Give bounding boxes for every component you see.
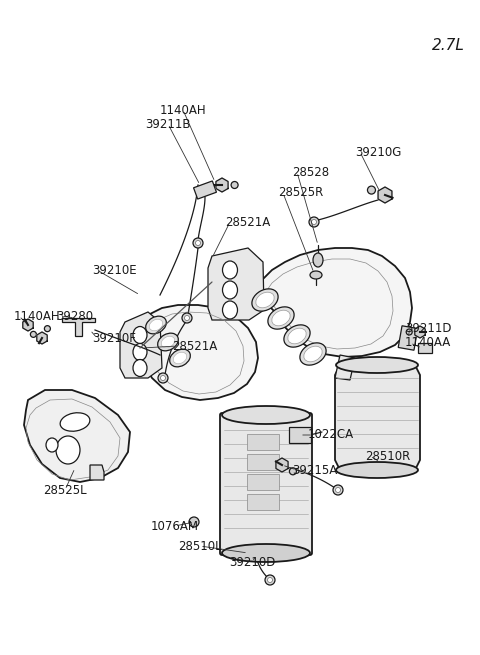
- Polygon shape: [398, 326, 418, 350]
- Circle shape: [289, 468, 297, 475]
- Ellipse shape: [288, 328, 306, 344]
- Polygon shape: [335, 355, 355, 380]
- Ellipse shape: [268, 307, 294, 329]
- Ellipse shape: [313, 253, 323, 267]
- Text: 39211D: 39211D: [405, 322, 452, 335]
- Circle shape: [312, 219, 316, 225]
- Circle shape: [184, 316, 190, 320]
- Text: 39210G: 39210G: [355, 145, 401, 159]
- Polygon shape: [255, 248, 412, 357]
- Ellipse shape: [149, 319, 163, 331]
- Ellipse shape: [145, 316, 167, 334]
- Text: 39210F: 39210F: [92, 331, 136, 345]
- Polygon shape: [24, 390, 130, 482]
- Circle shape: [158, 373, 168, 383]
- Text: 1140AH: 1140AH: [160, 103, 206, 117]
- Circle shape: [160, 375, 166, 381]
- Circle shape: [336, 487, 340, 493]
- Circle shape: [189, 517, 199, 527]
- Polygon shape: [23, 319, 33, 331]
- Polygon shape: [120, 312, 162, 378]
- FancyBboxPatch shape: [220, 413, 312, 555]
- Polygon shape: [37, 332, 47, 344]
- Ellipse shape: [223, 281, 238, 299]
- Text: 28528: 28528: [292, 166, 329, 179]
- Text: 2.7L: 2.7L: [432, 38, 465, 53]
- Circle shape: [44, 326, 50, 331]
- FancyBboxPatch shape: [247, 454, 279, 470]
- Circle shape: [30, 331, 36, 337]
- Ellipse shape: [56, 436, 80, 464]
- Ellipse shape: [173, 352, 187, 364]
- Text: 39210E: 39210E: [92, 263, 137, 276]
- Circle shape: [333, 485, 343, 495]
- Ellipse shape: [133, 326, 147, 343]
- Text: 28510R: 28510R: [365, 449, 410, 462]
- Ellipse shape: [133, 360, 147, 377]
- Circle shape: [193, 238, 203, 248]
- Polygon shape: [415, 326, 425, 338]
- FancyBboxPatch shape: [247, 434, 279, 450]
- Polygon shape: [335, 365, 420, 470]
- Text: 1022CA: 1022CA: [308, 428, 354, 441]
- Text: 39215A: 39215A: [292, 464, 337, 476]
- Text: 28525L: 28525L: [43, 483, 87, 496]
- Ellipse shape: [133, 343, 147, 360]
- Ellipse shape: [161, 336, 175, 348]
- Text: 1140AA: 1140AA: [405, 337, 451, 350]
- Ellipse shape: [310, 271, 322, 279]
- Ellipse shape: [304, 346, 322, 362]
- Ellipse shape: [336, 357, 418, 373]
- Text: 28525R: 28525R: [278, 187, 323, 200]
- Ellipse shape: [272, 310, 290, 326]
- Text: 28521A: 28521A: [172, 339, 217, 352]
- Polygon shape: [289, 427, 311, 443]
- Ellipse shape: [222, 406, 310, 424]
- Polygon shape: [193, 181, 216, 199]
- Ellipse shape: [169, 349, 191, 367]
- Text: 28521A: 28521A: [225, 215, 270, 229]
- Ellipse shape: [46, 438, 58, 452]
- Ellipse shape: [336, 462, 418, 478]
- Circle shape: [309, 217, 319, 227]
- Circle shape: [368, 186, 375, 194]
- Polygon shape: [208, 248, 264, 320]
- Circle shape: [195, 240, 201, 246]
- Polygon shape: [90, 465, 104, 480]
- Text: 1076AM: 1076AM: [151, 519, 199, 533]
- Ellipse shape: [157, 333, 179, 351]
- Text: 39210D: 39210D: [229, 555, 275, 569]
- Ellipse shape: [222, 544, 310, 562]
- Circle shape: [406, 329, 412, 335]
- Text: 39280: 39280: [56, 310, 93, 322]
- FancyBboxPatch shape: [247, 494, 279, 510]
- Circle shape: [265, 575, 275, 585]
- Ellipse shape: [60, 413, 90, 431]
- Ellipse shape: [300, 343, 326, 365]
- Polygon shape: [418, 343, 432, 353]
- Text: 28510L: 28510L: [178, 540, 222, 553]
- Ellipse shape: [223, 301, 238, 319]
- Ellipse shape: [223, 261, 238, 279]
- Text: 39211B: 39211B: [145, 117, 191, 130]
- Polygon shape: [216, 178, 228, 192]
- Polygon shape: [141, 305, 258, 400]
- Ellipse shape: [252, 289, 278, 311]
- Ellipse shape: [256, 292, 274, 308]
- FancyBboxPatch shape: [247, 474, 279, 490]
- Polygon shape: [378, 187, 392, 203]
- Text: 1140AH: 1140AH: [14, 310, 60, 322]
- Circle shape: [267, 578, 273, 582]
- Circle shape: [231, 181, 238, 189]
- Ellipse shape: [284, 325, 310, 347]
- Polygon shape: [276, 458, 288, 472]
- Circle shape: [182, 313, 192, 323]
- Polygon shape: [62, 318, 95, 336]
